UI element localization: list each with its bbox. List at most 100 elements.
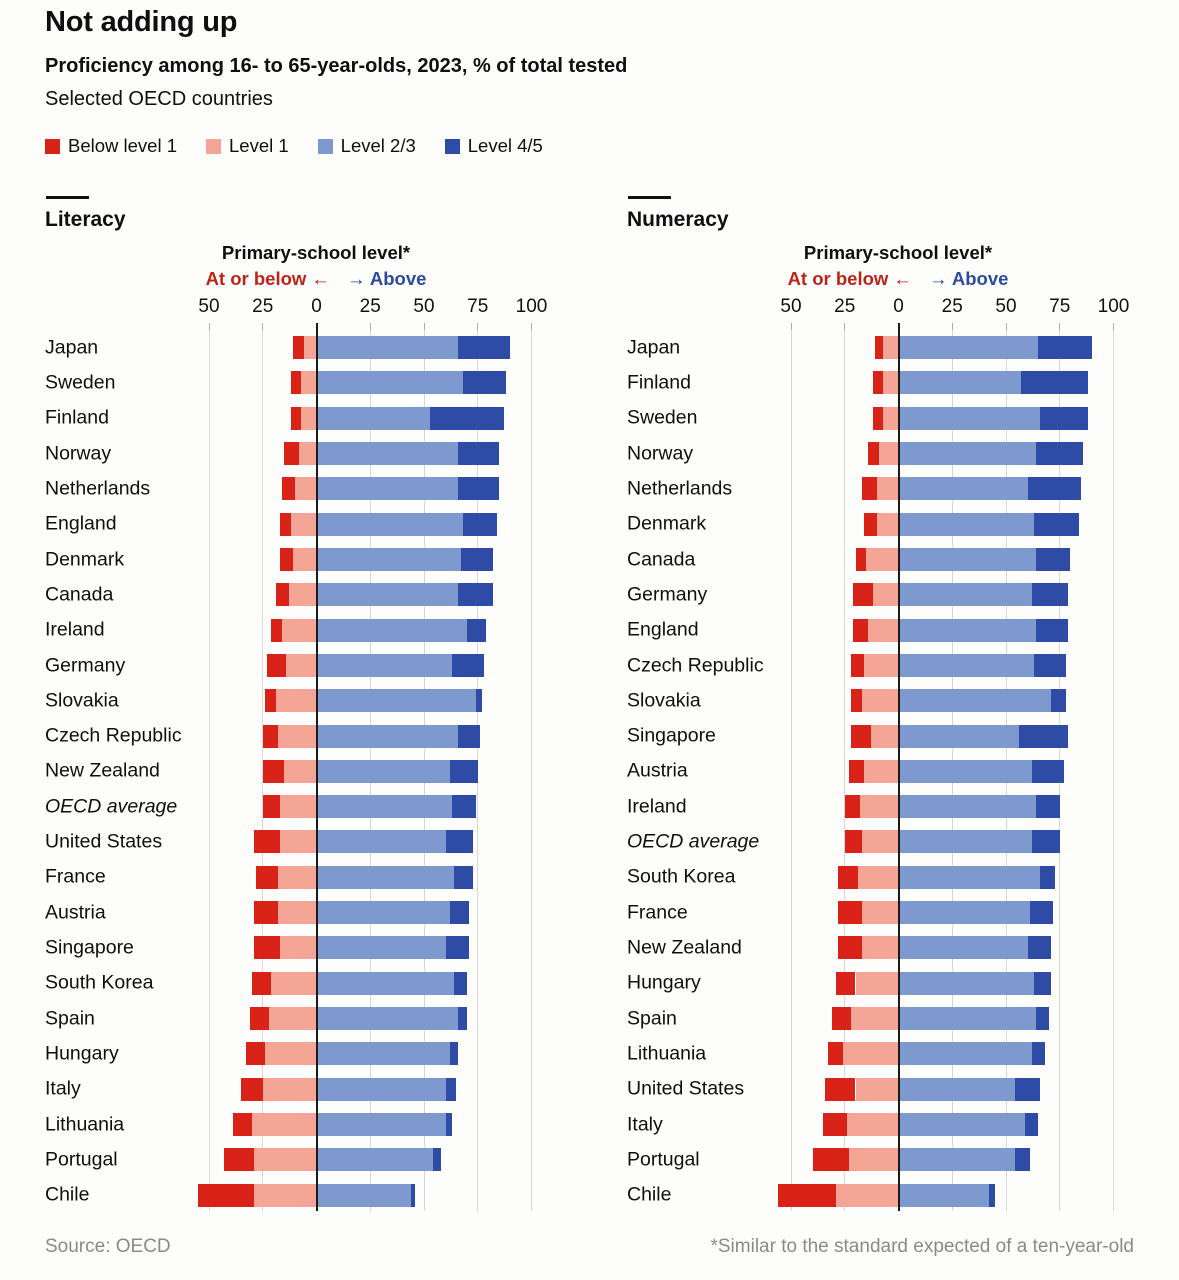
source-note: Source: OECD [45, 1236, 171, 1257]
seg-level-1 [879, 441, 899, 465]
tick-mark [208, 323, 210, 330]
seg-level-1 [292, 547, 317, 571]
tick-label: 25 [834, 296, 856, 317]
country-label: Italy [45, 1077, 81, 1100]
seg-below-level-1 [254, 830, 280, 854]
seg-level-1 [866, 547, 899, 571]
country-label: Canada [627, 548, 696, 571]
country-label: United States [627, 1077, 745, 1100]
tick-mark [262, 323, 264, 330]
tick-mark [369, 323, 371, 330]
tick-label: 50 [780, 296, 802, 317]
seg-level-1 [277, 901, 317, 925]
seg-below-level-1 [827, 1042, 843, 1066]
bar-rows: Japan Sweden Finland Norway Netherlands Engla… [45, 323, 557, 1214]
country-label: Portugal [45, 1148, 118, 1171]
country-row: England [45, 507, 557, 542]
seg-level-2-3 [898, 1148, 1015, 1172]
tick-mark [1059, 323, 1061, 330]
seg-below-level-1 [853, 618, 869, 642]
seg-level-4-5 [1033, 653, 1067, 677]
seg-level-1 [262, 1077, 317, 1101]
footnote: *Similar to the standard expected of a t… [710, 1236, 1134, 1257]
seg-level-1 [284, 759, 317, 783]
seg-level-1 [861, 830, 899, 854]
seg-below-level-1 [254, 901, 278, 925]
country-row: Sweden [45, 365, 557, 400]
country-label: Ireland [627, 795, 687, 818]
seg-below-level-1 [232, 1113, 252, 1137]
seg-level-2-3 [316, 865, 455, 889]
country-row: Japan [627, 330, 1139, 365]
seg-level-2-3 [898, 406, 1041, 430]
seg-below-level-1 [864, 512, 877, 536]
seg-level-2-3 [898, 689, 1052, 713]
literacy-panel: Literacy Primary-school level* At or bel… [45, 196, 557, 1211]
country-label: Lithuania [627, 1042, 707, 1065]
seg-level-4-5 [1027, 936, 1052, 960]
direction-labels: At or below ← → Above [206, 268, 427, 290]
seg-level-4-5 [458, 724, 480, 748]
country-row: Slovakia [45, 683, 557, 718]
country-label: Spain [45, 1007, 95, 1030]
country-row: Netherlands [627, 471, 1139, 506]
seg-level-2-3 [316, 618, 467, 642]
seg-level-4-5 [475, 689, 483, 713]
seg-below-level-1 [851, 653, 865, 677]
country-row: Netherlands [45, 471, 557, 506]
country-label: South Korea [627, 865, 736, 888]
seg-level-1 [883, 371, 899, 395]
country-row: Norway [45, 436, 557, 471]
seg-below-level-1 [254, 936, 280, 960]
country-row: Germany [627, 577, 1139, 612]
axis-header-label: Primary-school level* [221, 242, 411, 263]
seg-below-level-1 [844, 795, 860, 819]
seg-level-4-5 [449, 759, 478, 783]
seg-level-1 [883, 406, 899, 430]
seg-level-4-5 [462, 512, 498, 536]
country-label: New Zealand [45, 759, 160, 782]
seg-level-4-5 [1040, 865, 1056, 889]
direction-labels: At or below ← → Above [788, 268, 1009, 290]
seg-level-2-3 [316, 795, 452, 819]
seg-level-2-3 [898, 901, 1030, 925]
country-row: Lithuania [45, 1107, 557, 1142]
seg-level-4-5 [458, 477, 500, 501]
tick-label: 0 [893, 296, 904, 317]
country-label: United States [45, 830, 163, 853]
seg-level-4-5 [462, 371, 506, 395]
seg-level-4-5 [458, 583, 493, 607]
seg-below-level-1 [249, 1007, 270, 1031]
seg-level-1 [271, 971, 317, 995]
seg-level-1 [870, 724, 899, 748]
panel-title-numeracy: Numeracy [627, 208, 729, 231]
country-row: Ireland [45, 613, 557, 648]
country-label: Canada [45, 583, 114, 606]
seg-level-2-3 [316, 583, 459, 607]
seg-below-level-1 [262, 795, 280, 819]
tick-label: 25 [359, 296, 381, 317]
country-label: Czech Republic [627, 654, 764, 677]
seg-below-level-1 [872, 406, 884, 430]
country-row: Japan [45, 330, 557, 365]
seg-level-4-5 [449, 1042, 459, 1066]
seg-below-level-1 [264, 689, 276, 713]
country-row: New Zealand [627, 930, 1139, 965]
seg-level-2-3 [898, 618, 1037, 642]
country-row: Czech Republic [45, 719, 557, 754]
axis-ticks: 50 25 0 25 50 75 100 [195, 296, 557, 330]
country-label: Singapore [45, 936, 134, 959]
seg-level-1 [303, 336, 317, 359]
axis-ticks: 50 25 0 25 50 75 100 [777, 296, 1139, 330]
seg-level-2-3 [898, 936, 1028, 960]
country-label: Netherlands [627, 477, 733, 500]
seg-level-4-5 [445, 830, 474, 854]
gridline [1113, 330, 1114, 1211]
tick-mark [1113, 323, 1114, 330]
seg-below-level-1 [853, 583, 873, 607]
seg-level-2-3 [316, 512, 463, 536]
legend-item: Below level 1 [45, 135, 177, 157]
gridline [531, 330, 532, 1211]
country-row: Canada [45, 577, 557, 612]
country-label: Japan [627, 336, 681, 359]
